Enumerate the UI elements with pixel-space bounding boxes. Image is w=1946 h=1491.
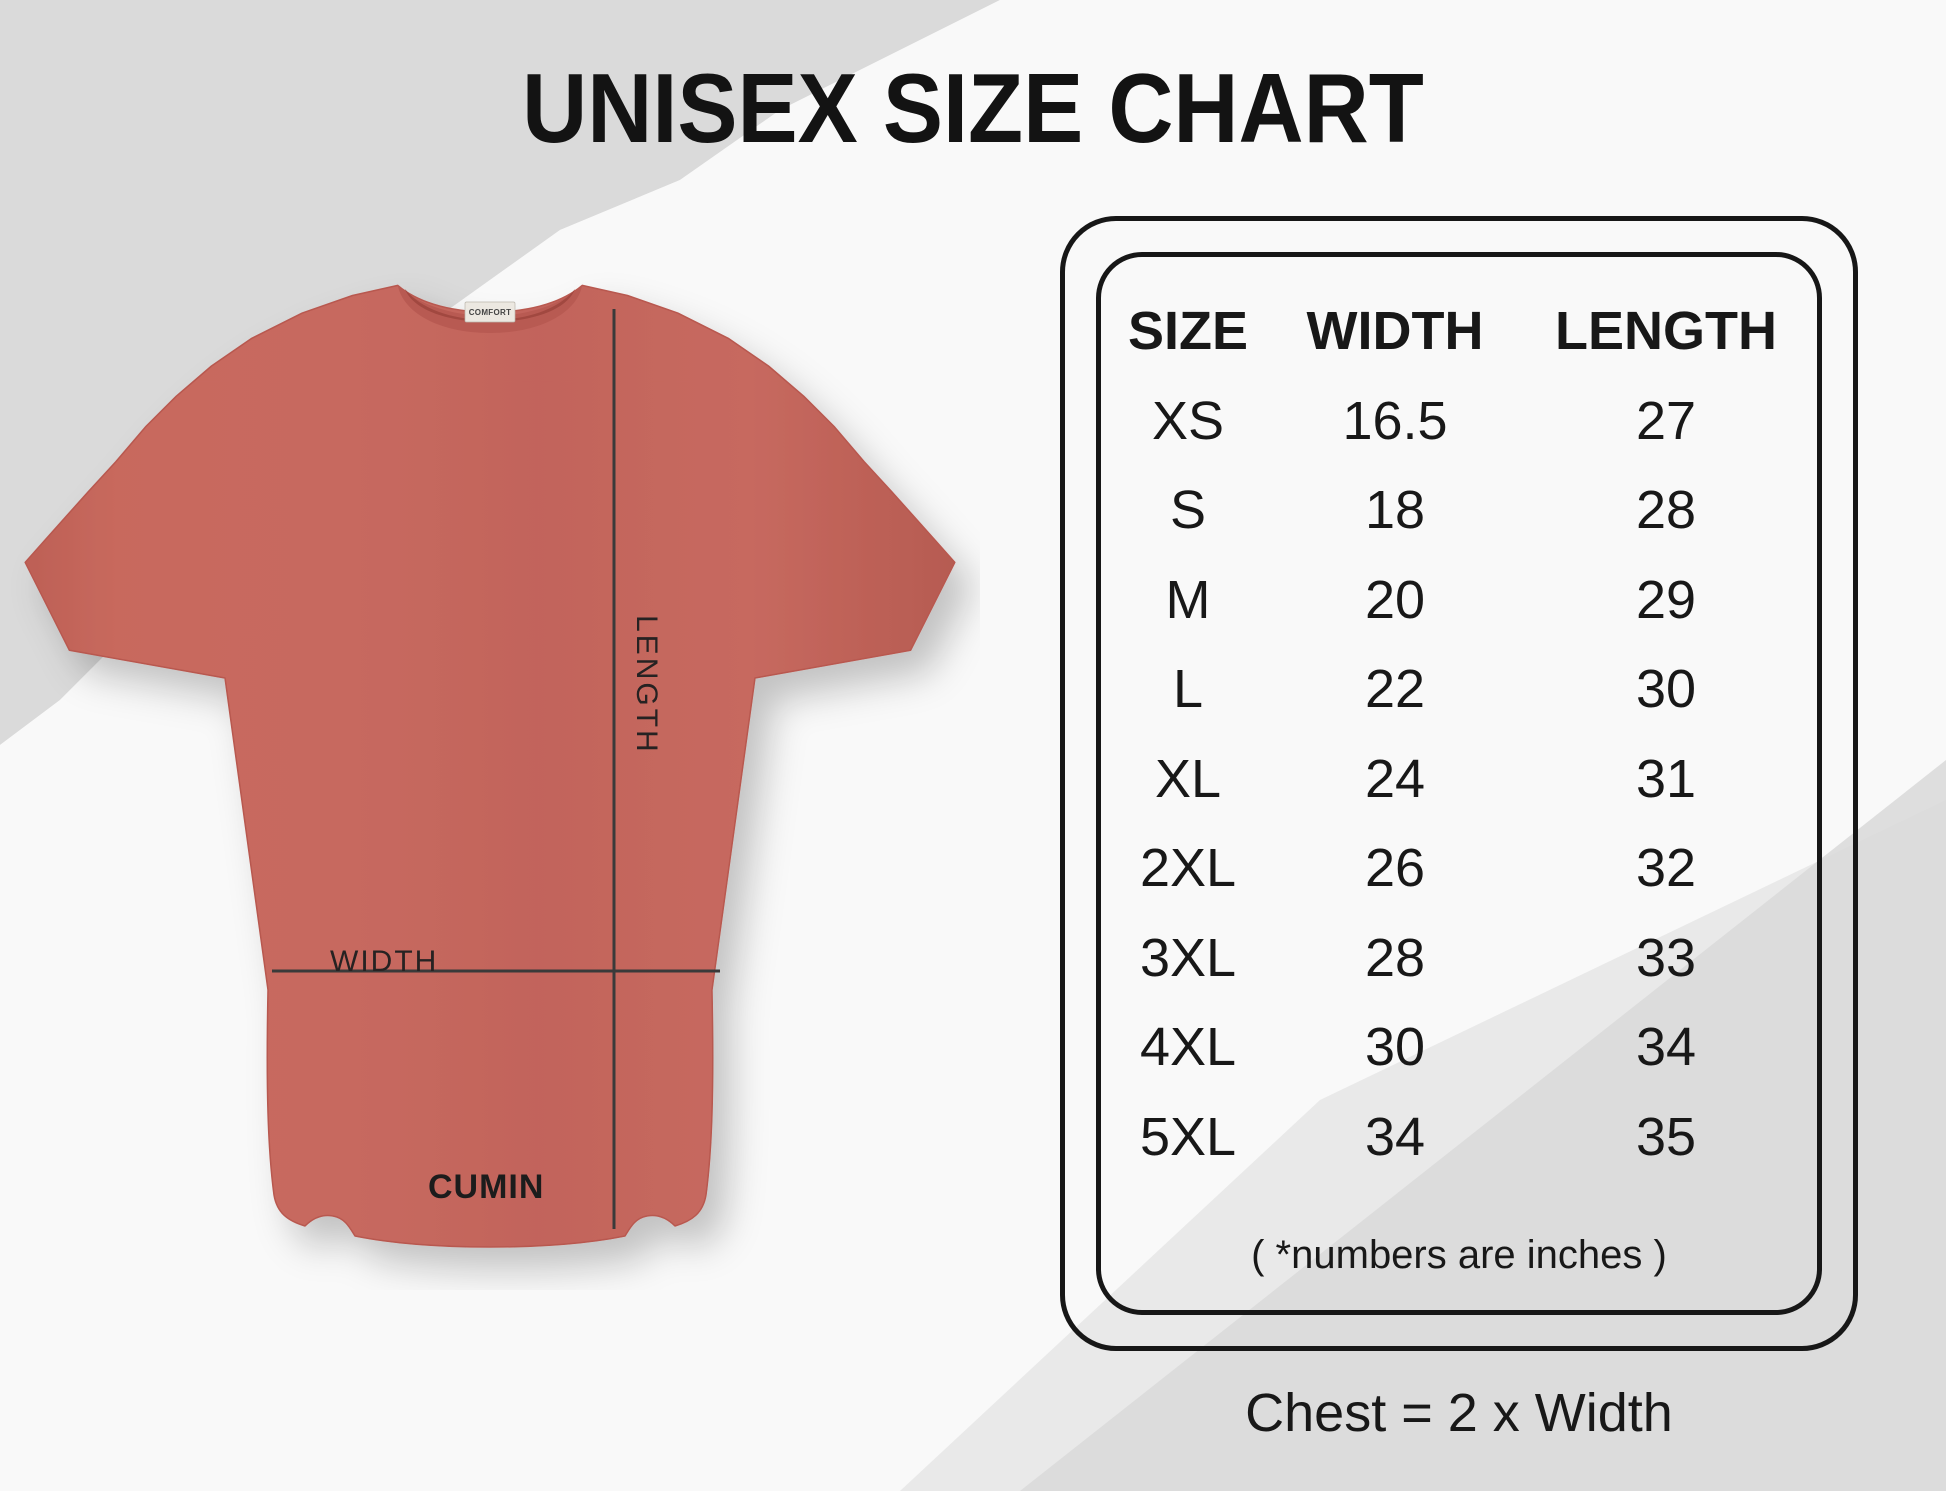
svg-text:CUMIN: CUMIN (428, 1168, 544, 1206)
svg-text:WIDTH: WIDTH (330, 945, 438, 978)
svg-text:COMFORT: COMFORT (469, 308, 512, 317)
svg-text:LENGTH: LENGTH (630, 615, 663, 755)
